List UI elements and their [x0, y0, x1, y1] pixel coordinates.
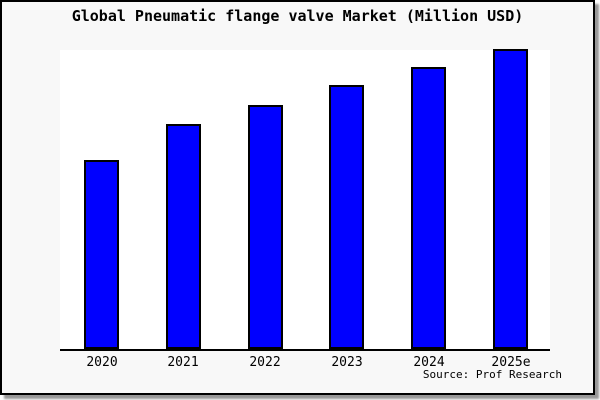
- x-axis-label-2025e: 2025e: [491, 355, 531, 370]
- chart-card: Global Pneumatic flange valve Market (Mi…: [0, 0, 595, 395]
- plot-area: [60, 49, 550, 351]
- bar-2025e: [493, 49, 528, 349]
- x-axis-label-2021: 2021: [167, 355, 199, 370]
- x-axis-label-2022: 2022: [249, 355, 281, 370]
- source-label: Source: Prof Research: [422, 368, 562, 381]
- x-axis-label-2024: 2024: [413, 355, 445, 370]
- x-axis-label-2023: 2023: [331, 355, 363, 370]
- chart-title: Global Pneumatic flange valve Market (Mi…: [71, 7, 524, 25]
- bar-2022: [248, 104, 283, 349]
- x-axis-label-2020: 2020: [86, 355, 118, 370]
- x-axis-labels: 2020 2021 2022 2023 2024 2025e: [60, 355, 550, 371]
- bar-2024: [411, 67, 446, 349]
- bar-2023: [329, 85, 364, 349]
- bar-2021: [166, 124, 201, 349]
- bar-2020: [84, 160, 119, 349]
